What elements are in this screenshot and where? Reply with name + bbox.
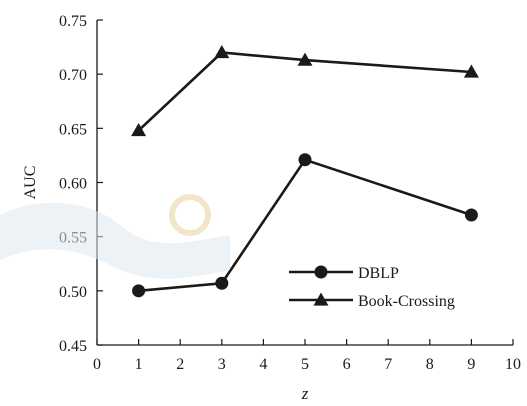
x-tick-label: 2 [176,356,184,373]
series-layer [131,45,479,298]
x-axis-label: z [301,384,309,403]
legend-label-dblp: DBLP [358,265,399,282]
x-tick-label: 4 [259,356,267,373]
data-point-dblp [464,208,478,222]
x-tick-label: 1 [135,356,143,373]
ticks: 0 1 2 3 4 5 6 7 8 9 10 0.45 0.50 0.55 0.60 0.65 0.70 0.75 [59,13,521,373]
x-tick-label: 5 [301,356,309,373]
x-tick-label: 0 [93,356,101,373]
data-point-book-crossing [297,52,313,66]
y-tick-label: 0.65 [59,121,87,138]
y-tick-label: 0.55 [59,230,87,247]
y-tick-label: 0.70 [59,67,87,84]
x-tick-label: 7 [384,356,392,373]
data-point-dblp [298,153,312,167]
x-tick-label: 8 [426,356,434,373]
series-dblp [132,153,478,298]
data-point-book-crossing [131,123,147,137]
data-point-dblp [132,284,146,298]
y-axis-label: AUC [22,166,39,200]
y-tick-label: 0.45 [59,338,87,355]
x-tick-label: 6 [343,356,351,373]
x-tick-label: 3 [218,356,226,373]
x-tick-label: 10 [505,356,521,373]
x-tick-label: 9 [467,356,475,373]
series-book-crossing [131,45,479,137]
y-tick-label: 0.60 [59,176,87,193]
legend-label-book-crossing: Book-Crossing [358,293,455,310]
legend-marker-book-crossing [313,292,329,306]
series-line-book-crossing [137,51,472,132]
data-point-book-crossing [463,64,479,78]
data-point-dblp [215,276,229,290]
legend-marker-dblp [314,265,328,279]
series-line-dblp [138,158,472,293]
data-point-book-crossing [214,45,230,59]
y-tick-label: 0.75 [59,13,87,30]
legend: DBLP Book-Crossing [289,265,455,310]
y-tick-label: 0.50 [59,284,87,301]
